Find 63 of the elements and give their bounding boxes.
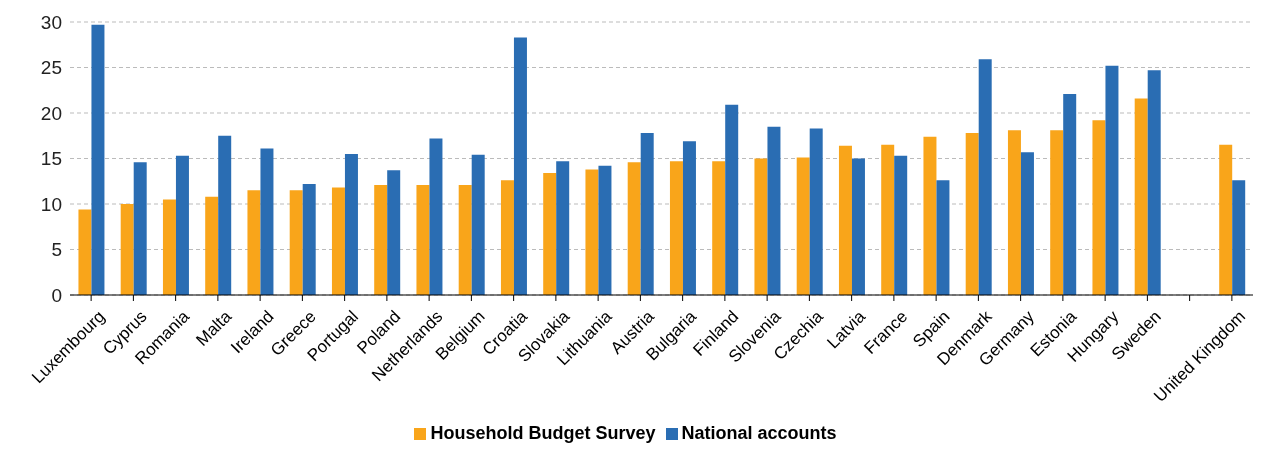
bar (1050, 130, 1064, 295)
bar (374, 184, 388, 295)
bar (725, 104, 739, 295)
bar (429, 138, 443, 295)
bar (1007, 130, 1021, 295)
bar (120, 204, 134, 295)
bar (302, 183, 316, 295)
bar (175, 155, 189, 295)
bar (78, 209, 92, 295)
bar (1105, 65, 1119, 295)
bar (1020, 152, 1034, 295)
bar (712, 161, 726, 295)
bar (543, 173, 557, 295)
y-tick-label: 15 (40, 148, 62, 170)
bar (162, 199, 176, 295)
bar (1063, 93, 1077, 295)
y-tick-label: 10 (40, 193, 62, 215)
bar (1232, 180, 1246, 295)
bar (923, 136, 937, 295)
bar (936, 180, 950, 295)
bar (627, 162, 641, 295)
y-tick-label: 5 (51, 239, 62, 261)
bar (978, 59, 992, 295)
bar (1134, 98, 1148, 295)
bar (796, 157, 810, 295)
bar (387, 170, 401, 295)
bar (260, 148, 274, 295)
bar (809, 128, 823, 295)
bar (585, 169, 599, 295)
bar (205, 196, 219, 295)
bar (767, 126, 781, 295)
bar (91, 24, 105, 295)
bar (894, 155, 908, 295)
y-tick-label: 0 (51, 284, 62, 306)
y-tick-label: 30 (40, 11, 62, 33)
bar (1147, 70, 1161, 295)
bar (640, 133, 654, 295)
legend-label: Household Budget Survey (430, 423, 656, 443)
bar (556, 161, 570, 295)
bar (669, 161, 683, 295)
bar (1219, 144, 1233, 295)
bar (1092, 120, 1106, 295)
bar (416, 184, 430, 295)
bar (500, 180, 514, 295)
bar (289, 190, 303, 295)
bar (754, 158, 768, 295)
bar (881, 144, 895, 295)
bar (331, 187, 345, 295)
bar (513, 37, 527, 295)
bar (965, 133, 979, 295)
bar (851, 158, 865, 295)
y-tick-label: 20 (40, 102, 62, 124)
bar (247, 190, 261, 295)
bar (133, 162, 147, 295)
legend-label: National accounts (681, 423, 837, 443)
y-tick-label: 25 (40, 57, 62, 79)
bar (471, 154, 485, 295)
bar (598, 165, 612, 295)
bar (682, 141, 696, 295)
bar (344, 153, 358, 295)
bar (838, 145, 852, 295)
bar (458, 184, 472, 295)
bar (218, 135, 232, 295)
